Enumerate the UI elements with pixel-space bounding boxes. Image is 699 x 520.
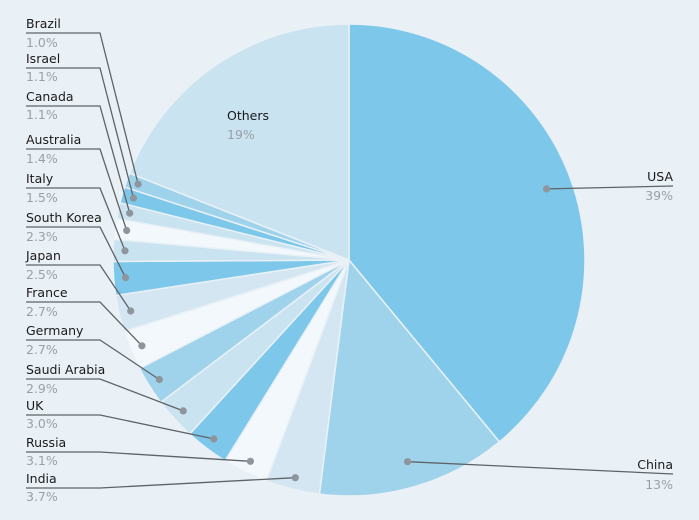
pie-slice-others: [128, 23, 350, 262]
leader-dot-australia: [123, 226, 131, 235]
leader-dot-uk: [210, 435, 218, 443]
leader-line-canada: [26, 105, 131, 214]
leader-line-uk: [26, 414, 214, 440]
leader-dot-brazil: [134, 180, 142, 188]
slice-label-israel: Israel: [26, 51, 60, 66]
slice-label-france: France: [26, 285, 68, 300]
slice-label-canada: Canada: [26, 89, 74, 104]
slice-label-japan: Japan: [25, 248, 61, 263]
slice-label-saudi-arabia: Saudi Arabia: [26, 362, 105, 377]
slice-label-china: China: [637, 457, 673, 472]
leader-line-china: [407, 461, 674, 475]
leader-line-india: [26, 477, 296, 489]
leader-dot-south-korea: [121, 274, 130, 282]
slice-value-uk: 3.0%: [26, 416, 58, 431]
leader-line-israel: [26, 67, 135, 199]
slice-label-south-korea: South Korea: [26, 210, 102, 225]
slice-label-italy: Italy: [26, 171, 54, 186]
slice-value-japan: 2.5%: [26, 267, 58, 282]
leader-line-brazil: [26, 32, 139, 185]
leader-line-italy: [26, 187, 126, 252]
leader-line-usa: [546, 185, 674, 190]
leader-dot-japan: [127, 307, 135, 315]
slice-value-china: 13%: [645, 477, 673, 492]
slice-label-india: India: [26, 471, 57, 486]
leader-line-australia: [26, 148, 128, 231]
slice-value-australia: 1.4%: [26, 151, 58, 166]
leader-dot-italy: [121, 247, 129, 255]
slice-value-germany: 2.7%: [26, 342, 58, 357]
slice-value-india: 3.7%: [26, 489, 58, 504]
slice-value-saudi-arabia: 2.9%: [26, 381, 58, 396]
slices-layer: [112, 23, 586, 497]
slice-value-usa: 39%: [645, 188, 673, 203]
leader-dot-saudi-arabia: [179, 407, 187, 415]
slice-label-germany: Germany: [26, 323, 84, 338]
slice-value-israel: 1.1%: [26, 69, 58, 84]
leader-line-germany: [26, 339, 160, 381]
slice-value-south-korea: 2.3%: [26, 229, 58, 244]
leader-dot-usa: [543, 185, 551, 193]
slice-label-brazil: Brazil: [26, 16, 61, 31]
leaders-layer: [26, 32, 674, 489]
leader-dot-russia: [246, 457, 254, 465]
leader-line-south-korea: [26, 226, 127, 278]
leader-dot-france: [138, 342, 146, 350]
leader-dot-china: [404, 458, 412, 466]
leader-dot-india: [291, 474, 299, 482]
leader-dot-germany: [155, 375, 163, 384]
leader-line-france: [26, 301, 143, 347]
leader-line-japan: [26, 264, 132, 312]
slice-value-others: 19%: [227, 127, 255, 142]
slice-value-brazil: 1.0%: [26, 35, 58, 50]
slice-label-russia: Russia: [26, 435, 66, 450]
slice-value-canada: 1.1%: [26, 107, 58, 122]
slice-label-others: Others: [227, 108, 269, 123]
pie-slice-china: [318, 258, 501, 497]
slice-value-france: 2.7%: [26, 304, 58, 319]
labels-layer: USA 39% China 13% India 3.7% Russia 3.1% UK 3.0% S…: [25, 16, 673, 504]
leader-line-russia: [26, 451, 251, 462]
slice-label-australia: Australia: [26, 132, 81, 147]
leader-dot-canada: [126, 209, 134, 217]
pie-slice-usa: [348, 23, 586, 443]
slice-label-usa: USA: [647, 169, 673, 184]
slice-label-uk: UK: [26, 398, 44, 413]
leader-dot-israel: [129, 194, 138, 202]
leader-line-saudi-arabia: [26, 378, 184, 412]
slice-value-italy: 1.5%: [26, 190, 58, 205]
slice-value-russia: 3.1%: [26, 453, 58, 468]
